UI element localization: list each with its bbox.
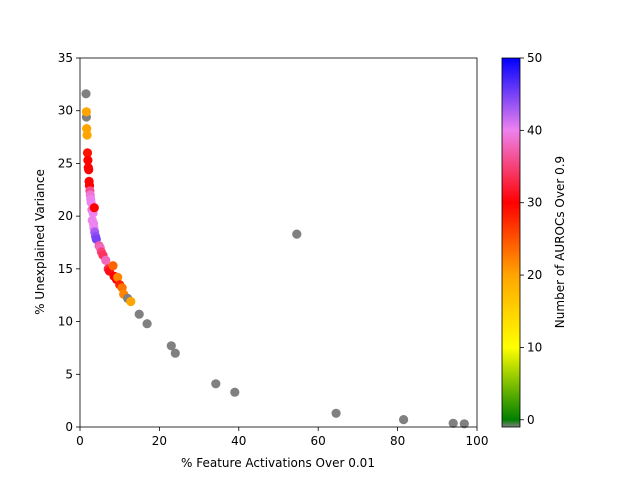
y-tick-label: 25 <box>58 156 73 170</box>
colorbar-label: Number of AUROCs Over 0.9 <box>553 156 567 328</box>
x-tick-label: 100 <box>466 434 489 448</box>
x-axis-ticks: 0 20 40 60 80 100 <box>76 427 488 448</box>
data-point-6 <box>83 155 93 165</box>
y-tick-label: 10 <box>58 315 73 329</box>
data-point-45 <box>230 387 240 397</box>
y-tick-label: 0 <box>65 420 73 434</box>
x-tick-label: 60 <box>311 434 326 448</box>
data-point-43 <box>170 348 180 358</box>
data-point-2 <box>81 107 91 117</box>
data-point-40 <box>134 309 144 319</box>
colorbar-tick-label: 30 <box>527 196 542 210</box>
colorbar-tick-label: 0 <box>527 413 535 427</box>
x-tick-label: 0 <box>76 434 84 448</box>
x-tick-label: 80 <box>390 434 405 448</box>
data-point-4 <box>82 130 92 140</box>
data-point-44 <box>211 379 221 389</box>
data-point-17 <box>89 203 99 213</box>
y-tick-label: 15 <box>58 262 73 276</box>
data-point-0 <box>81 89 91 99</box>
x-tick-label: 40 <box>231 434 246 448</box>
points-layer <box>81 89 469 429</box>
colorbar <box>501 57 521 428</box>
colorbar-tick-label: 20 <box>527 268 542 282</box>
colorbar-tick-label: 50 <box>527 51 542 65</box>
data-point-8 <box>84 165 94 175</box>
data-point-50 <box>459 419 469 429</box>
data-point-31 <box>108 261 118 271</box>
data-point-48 <box>399 415 409 425</box>
data-point-47 <box>331 408 341 418</box>
colorbar-tick-label: 40 <box>527 123 542 137</box>
y-tick-label: 5 <box>65 367 73 381</box>
plot-area-frame <box>79 57 478 428</box>
data-point-5 <box>82 148 93 158</box>
y-axis-ticks: 0 5 10 15 20 25 30 35 <box>58 51 80 434</box>
y-tick-label: 20 <box>58 209 73 223</box>
y-tick-label: 35 <box>58 51 73 65</box>
data-point-49 <box>448 418 458 428</box>
data-point-42 <box>166 341 176 351</box>
y-axis-label: % Unexplained Variance <box>33 169 47 315</box>
data-point-46 <box>292 229 302 239</box>
data-point-39 <box>126 296 136 307</box>
data-point-28 <box>101 255 111 265</box>
data-point-34 <box>113 272 123 282</box>
colorbar-ticks: 0 10 20 30 40 50 <box>520 51 542 427</box>
colorbar-tick-label: 10 <box>527 340 542 354</box>
x-tick-label: 20 <box>152 434 167 448</box>
data-point-41 <box>142 319 152 329</box>
x-axis-label: % Feature Activations Over 0.01 <box>181 456 375 470</box>
y-tick-label: 30 <box>58 104 73 118</box>
